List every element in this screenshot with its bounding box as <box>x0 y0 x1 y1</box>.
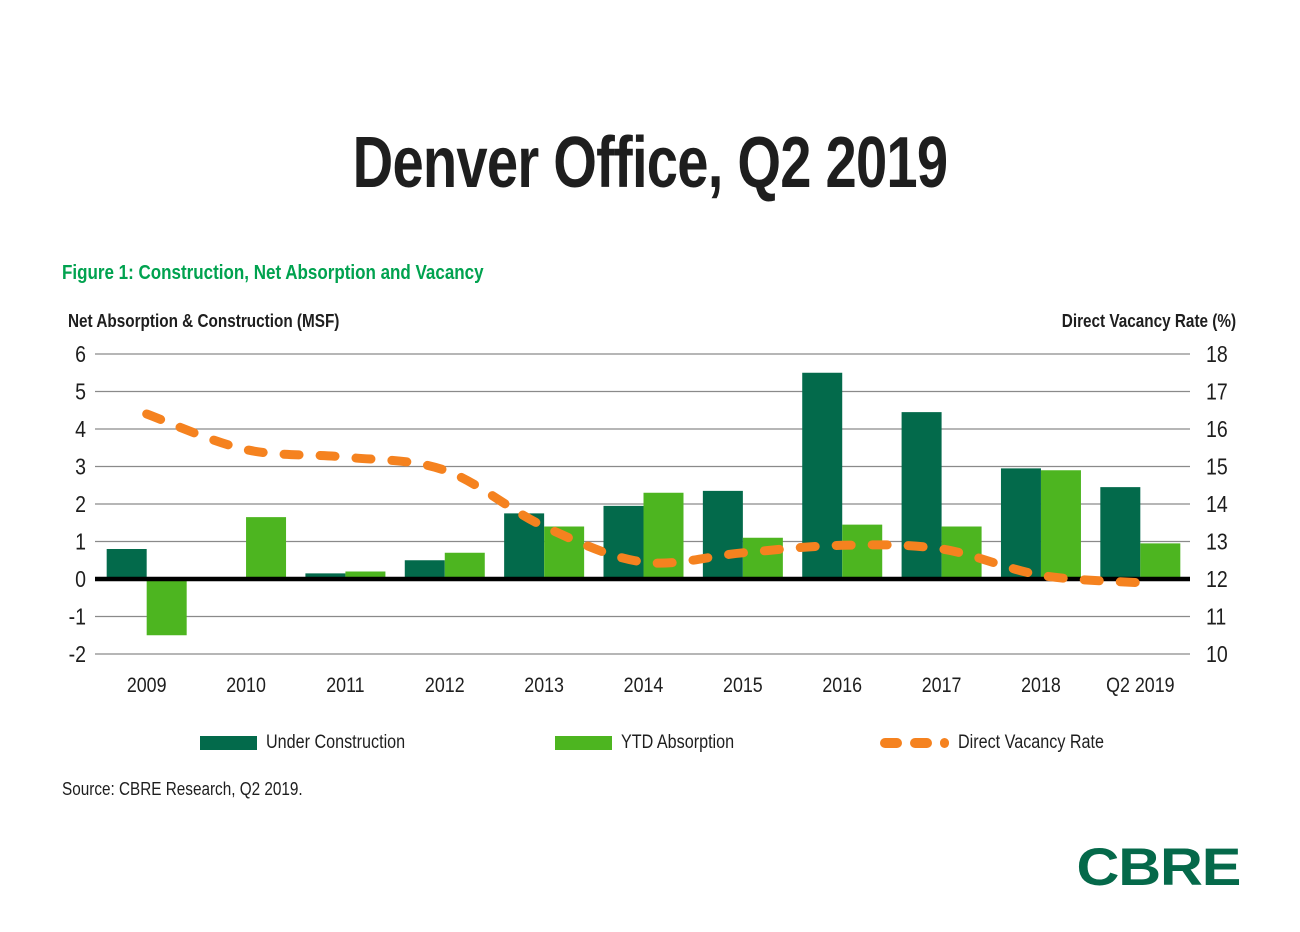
bar-under-construction-2017 <box>901 412 942 579</box>
x-axis-year-label: 2009 <box>127 674 167 698</box>
bar-under-construction-2011 <box>305 573 346 579</box>
left-axis-tick-label: 1 <box>75 529 86 555</box>
bar-ytd-absorption-2012 <box>444 552 485 579</box>
bar-ytd-absorption-2011 <box>345 571 386 579</box>
legend-label-ytd-absorption: YTD Absorption <box>621 732 735 753</box>
x-axis-year-label: 2011 <box>326 674 364 698</box>
bar-under-construction-2015 <box>702 490 743 579</box>
bar-ytd-absorption-2018 <box>1040 470 1081 579</box>
dashed-line-swatch-icon <box>880 738 949 748</box>
left-axis-tick-label: 0 <box>75 567 86 593</box>
right-axis-tick-label: 10 <box>1206 642 1228 668</box>
bar-ytd-absorption-q2-2019 <box>1140 543 1181 579</box>
bar-under-construction-2009 <box>106 549 147 579</box>
x-axis-year-label: 2015 <box>723 674 763 698</box>
bar-ytd-absorption-2016 <box>842 524 883 579</box>
right-axis-tick-label: 11 <box>1206 604 1226 630</box>
left-axis-tick-label: 5 <box>75 379 86 405</box>
legend-label-direct-vacancy-rate: Direct Vacancy Rate <box>958 732 1105 753</box>
cbre-logo: CBRE <box>1076 838 1241 897</box>
direct-vacancy-rate-line <box>142 409 1145 588</box>
right-axis-tick-label: 12 <box>1206 567 1228 593</box>
right-axis-tick-label: 13 <box>1206 529 1228 555</box>
x-axis-year-label: 2017 <box>922 674 962 698</box>
left-axis-tick-label: 2 <box>75 492 86 518</box>
legend-item-ytd-absorption: YTD Absorption <box>555 732 754 753</box>
right-axis-tick-label: 17 <box>1206 379 1228 405</box>
right-axis-tick-label: 14 <box>1206 492 1228 518</box>
figure-caption: Figure 1: Construction, Net Absorption a… <box>62 262 484 284</box>
x-axis-year-label: 2013 <box>524 674 564 698</box>
legend-label-under-construction: Under Construction <box>266 732 406 753</box>
x-axis-year-label: 2018 <box>1021 674 1061 698</box>
x-axis-year-label: Q2 2019 <box>1106 674 1174 698</box>
x-axis-year-label: 2012 <box>425 674 465 698</box>
under-construction-swatch-icon <box>200 736 257 750</box>
legend-item-under-construction: Under Construction <box>200 732 430 753</box>
bar-under-construction-2014 <box>603 505 644 579</box>
bar-ytd-absorption-2010 <box>246 517 287 579</box>
right-axis-tick-label: 16 <box>1206 417 1228 443</box>
right-axis-title: Direct Vacancy Rate (%) <box>1061 311 1236 331</box>
ytd-absorption-swatch-icon <box>555 736 612 750</box>
left-axis-title: Net Absorption & Construction (MSF) <box>68 311 340 331</box>
bar-ytd-absorption-2009 <box>146 579 187 636</box>
left-axis-tick-label: -1 <box>69 604 86 630</box>
left-axis-tick-label: 3 <box>75 454 86 480</box>
bar-under-construction-2012 <box>404 560 445 579</box>
bar-under-construction-q2-2019 <box>1100 487 1141 579</box>
x-axis-year-label: 2016 <box>822 674 862 698</box>
legend-item-direct-vacancy-rate: Direct Vacancy Rate <box>880 732 1130 753</box>
left-axis-tick-label: 6 <box>75 342 86 368</box>
bar-under-construction-2018 <box>1000 468 1041 579</box>
page-title: Denver Office, Q2 2019 <box>352 123 948 204</box>
right-axis-tick-label: 18 <box>1206 342 1228 368</box>
source-note: Source: CBRE Research, Q2 2019. <box>62 779 303 799</box>
left-axis-tick-label: -2 <box>69 642 86 668</box>
x-axis-year-label: 2014 <box>624 674 664 698</box>
left-axis-tick-label: 4 <box>75 417 86 443</box>
bar-ytd-absorption-2015 <box>742 537 783 579</box>
right-axis-tick-label: 15 <box>1206 454 1228 480</box>
x-axis-year-label: 2010 <box>226 674 266 698</box>
